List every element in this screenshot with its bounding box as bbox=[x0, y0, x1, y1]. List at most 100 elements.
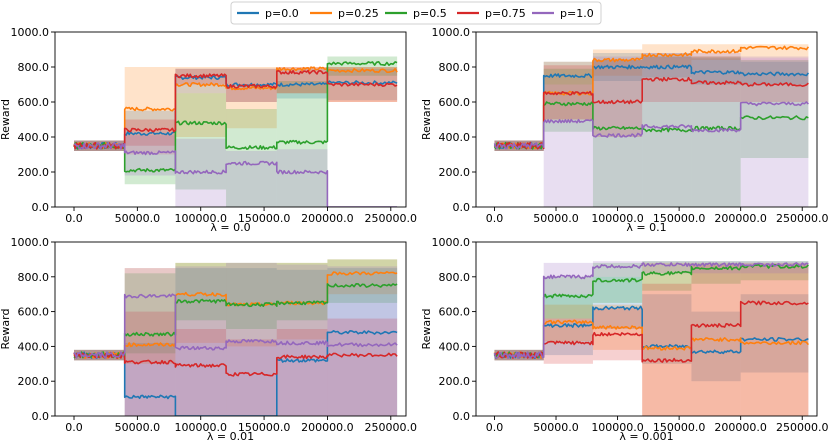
band-p05-seg4 bbox=[691, 261, 741, 284]
band-p10-seg3 bbox=[226, 151, 277, 207]
band-p05-seg4 bbox=[276, 262, 328, 321]
band-p05-seg5 bbox=[327, 259, 398, 303]
x-tick-label: 250000.0 bbox=[365, 421, 418, 434]
band-p025-seg2 bbox=[592, 49, 643, 76]
y-tick-label: 600.0 bbox=[439, 96, 471, 109]
band-p00-seg2 bbox=[175, 68, 227, 94]
band-p10-seg1 bbox=[543, 84, 593, 207]
y-tick-label: 200.0 bbox=[18, 166, 50, 179]
x-tick-label: 50000.0 bbox=[115, 421, 161, 434]
band-p05-seg5 bbox=[740, 60, 809, 158]
band-p05-seg2 bbox=[592, 262, 643, 303]
band-p025-seg1 bbox=[124, 268, 176, 364]
plot-area bbox=[73, 56, 398, 207]
band-p025-seg3 bbox=[226, 67, 277, 129]
band-p075-seg5 bbox=[740, 58, 809, 102]
axes-frame bbox=[54, 241, 407, 417]
series-line-p10 bbox=[493, 262, 809, 359]
axes-frame bbox=[475, 241, 818, 417]
band-p025-seg1 bbox=[543, 61, 593, 120]
series-line-p10 bbox=[493, 101, 809, 150]
band-p075-seg3 bbox=[226, 339, 277, 416]
panel-1: 0.0 200.0 400.0 600.0 800.0 1000.0 0.0 50000.0 1… bbox=[0, 26, 417, 234]
x-tick-label: 0.0 bbox=[486, 212, 504, 225]
x-tick-label: 100000.0 bbox=[174, 212, 227, 225]
y-tick-label: 1000.0 bbox=[11, 236, 50, 249]
x-tick-label: 50000.0 bbox=[533, 421, 579, 434]
band-p05-seg2 bbox=[175, 262, 227, 321]
legend-frame bbox=[230, 1, 602, 25]
band-p10-seg2 bbox=[592, 56, 643, 207]
y-tick-label: 600.0 bbox=[18, 306, 50, 319]
band-p10-seg1 bbox=[124, 268, 176, 416]
x-tick-label: 0.0 bbox=[65, 421, 83, 434]
y-tick-label: 600.0 bbox=[18, 96, 50, 109]
y-tick-label: 800.0 bbox=[439, 271, 471, 284]
band-p10-seg4 bbox=[276, 264, 328, 416]
x-tick-label: 200000.0 bbox=[301, 421, 354, 434]
y-tick-label: 200.0 bbox=[439, 166, 471, 179]
x-tick-label: 0.0 bbox=[486, 421, 504, 434]
axes-frame bbox=[54, 31, 407, 208]
x-tick-label: 250000.0 bbox=[776, 421, 829, 434]
y-tick-label: 400.0 bbox=[18, 131, 50, 144]
y-axis-label: Reward bbox=[420, 99, 433, 140]
band-p075-seg4 bbox=[691, 56, 741, 102]
y-tick-label: 800.0 bbox=[18, 271, 50, 284]
y-axis-label: Reward bbox=[0, 309, 12, 350]
x-tick-label: 150000.0 bbox=[653, 212, 706, 225]
y-tick-label: 0.0 bbox=[32, 410, 50, 423]
axes-frame bbox=[475, 31, 818, 208]
band-p075-seg2 bbox=[592, 60, 643, 137]
band-p10-seg1 bbox=[543, 262, 593, 295]
panel-3: 0.0 200.0 400.0 600.0 800.0 1000.0 0.0 50000.0 1… bbox=[0, 236, 417, 443]
y-tick-label: 400.0 bbox=[439, 340, 471, 353]
band-p025-seg3 bbox=[642, 262, 692, 416]
y-tick-label: 400.0 bbox=[18, 340, 50, 353]
legend-label-p10: p=1.0 bbox=[560, 7, 594, 20]
band-p075-seg5 bbox=[327, 318, 398, 416]
band-p075-seg2 bbox=[175, 329, 227, 416]
band-p10-seg5 bbox=[740, 56, 809, 207]
x-tick-label: 100000.0 bbox=[174, 421, 227, 434]
y-tick-label: 1000.0 bbox=[432, 236, 471, 249]
y-tick-label: 1000.0 bbox=[432, 26, 471, 39]
series-line-p075 bbox=[73, 69, 398, 150]
band-p10-seg4 bbox=[276, 149, 328, 207]
chart-panels: 0.0 200.0 400.0 600.0 800.0 1000.0 0.0 50000.0 1… bbox=[0, 26, 828, 443]
band-p025-seg1 bbox=[124, 67, 176, 155]
x-axis-label: λ = 0.001 bbox=[619, 430, 673, 443]
panel-2: 0.0 200.0 400.0 600.0 800.0 1000.0 0.0 50000.0 1… bbox=[420, 26, 828, 234]
legend-label-p025: p=0.25 bbox=[338, 7, 379, 20]
y-tick-label: 600.0 bbox=[439, 306, 471, 319]
band-p10-seg1 bbox=[124, 135, 176, 176]
legend: p=0.0 p=0.25 p=0.5 p=0.75 p=1.0 bbox=[230, 1, 602, 25]
x-tick-label: 150000.0 bbox=[238, 212, 291, 225]
legend-label-p00: p=0.0 bbox=[265, 7, 299, 20]
y-tick-label: 800.0 bbox=[18, 61, 50, 74]
series-line-p10 bbox=[73, 293, 398, 359]
band-p05-seg3 bbox=[226, 109, 277, 207]
y-tick-label: 800.0 bbox=[439, 61, 471, 74]
x-tick-label: 200000.0 bbox=[714, 212, 767, 225]
band-p025-seg5 bbox=[740, 44, 809, 59]
x-tick-label: 200000.0 bbox=[301, 212, 354, 225]
y-tick-label: 200.0 bbox=[439, 375, 471, 388]
y-tick-label: 1000.0 bbox=[11, 26, 50, 39]
band-p00-seg4 bbox=[691, 311, 741, 382]
panel-4: 0.0 200.0 400.0 600.0 800.0 1000.0 0.0 50000.0 1… bbox=[420, 236, 828, 443]
legend-label-p075: p=0.75 bbox=[485, 7, 526, 20]
band-p00-seg3 bbox=[642, 294, 692, 364]
x-tick-label: 50000.0 bbox=[533, 212, 579, 225]
x-tick-label: 100000.0 bbox=[591, 212, 644, 225]
x-tick-label: 100000.0 bbox=[591, 421, 644, 434]
band-p00-seg5 bbox=[740, 61, 809, 85]
band-p05-seg1 bbox=[124, 273, 176, 354]
x-tick-label: 150000.0 bbox=[238, 421, 291, 434]
legend-label-p05: p=0.5 bbox=[413, 7, 447, 20]
x-tick-label: 0.0 bbox=[65, 212, 83, 225]
x-tick-label: 200000.0 bbox=[714, 421, 767, 434]
y-tick-label: 0.0 bbox=[32, 201, 50, 214]
band-p05-seg3 bbox=[226, 262, 277, 329]
band-p10-seg5 bbox=[327, 266, 398, 416]
